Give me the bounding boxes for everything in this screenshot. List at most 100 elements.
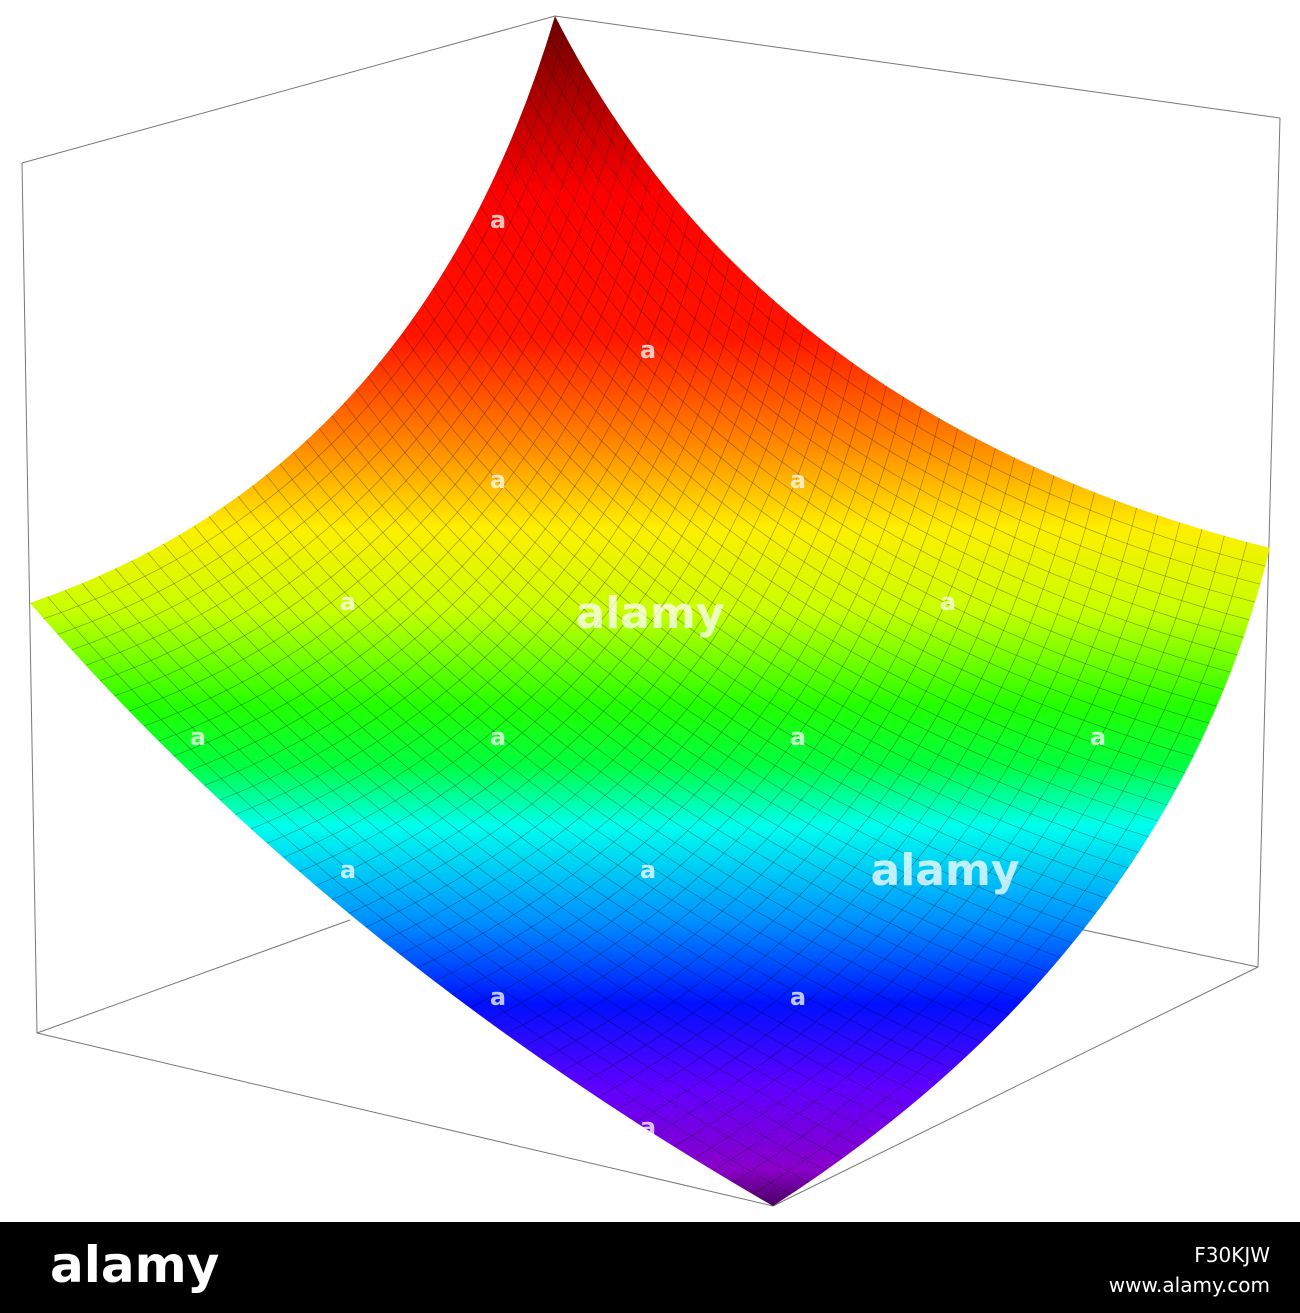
mesh-line xyxy=(163,543,908,1109)
mesh-line xyxy=(85,87,596,666)
mesh-line xyxy=(299,300,775,873)
mesh-line xyxy=(252,485,996,1029)
mesh-line xyxy=(57,52,575,635)
mesh-line xyxy=(412,318,1149,838)
mesh-line xyxy=(462,239,1194,757)
mesh-line xyxy=(541,457,1015,1060)
footer-bar xyxy=(0,1222,1300,1313)
mesh-line xyxy=(235,245,717,815)
watermark-mark: a xyxy=(640,856,656,884)
mesh-line xyxy=(115,568,860,1147)
mesh-line xyxy=(319,428,1061,959)
mesh-line xyxy=(178,534,924,1096)
mesh-line xyxy=(390,347,1129,869)
watermark-mark: a xyxy=(790,723,806,751)
watermark-mark: a xyxy=(1090,723,1106,751)
mesh-line xyxy=(208,516,954,1070)
mesh-line xyxy=(71,69,585,651)
mesh-line xyxy=(713,529,1203,1171)
mesh-line xyxy=(497,170,1224,690)
mesh-line xyxy=(204,215,690,786)
watermark-mark: a xyxy=(640,1113,656,1141)
mesh-line xyxy=(251,259,731,830)
image-id: F30KJW xyxy=(1194,1243,1270,1267)
mesh-line xyxy=(332,326,805,901)
watermarks: alamy alamy a a a a a a a a a a a a a a a xyxy=(190,206,1106,1141)
mesh-line xyxy=(99,104,606,682)
mesh-line xyxy=(173,185,665,757)
mesh-line xyxy=(674,515,1159,1147)
mesh-line xyxy=(471,222,1202,741)
mesh-line xyxy=(560,466,1035,1073)
mesh-line xyxy=(616,492,1095,1111)
mesh-line xyxy=(47,596,792,1195)
mesh-line xyxy=(128,137,629,712)
mesh-line xyxy=(654,507,1137,1135)
mesh-line xyxy=(223,506,968,1056)
watermark-mark: a xyxy=(340,588,356,616)
mesh-line xyxy=(283,286,760,858)
mesh-line xyxy=(513,133,1238,656)
mesh-line xyxy=(527,95,1250,621)
mesh-line xyxy=(348,338,821,914)
surface xyxy=(30,16,1270,1206)
watermark-logo: alamy xyxy=(576,588,725,639)
mesh-line xyxy=(469,418,940,1009)
mesh-line xyxy=(81,583,826,1171)
mesh-line xyxy=(237,496,982,1043)
mesh-line xyxy=(433,288,1168,806)
mesh-line xyxy=(367,375,1108,899)
mesh-line xyxy=(219,230,704,801)
footer-logo: alamy xyxy=(50,1236,219,1294)
watermark-mark: a xyxy=(490,206,506,234)
watermark-mark: a xyxy=(490,723,506,751)
mesh-line xyxy=(597,484,1075,1098)
watermark-mark: a xyxy=(640,336,656,364)
mesh-line xyxy=(752,541,1248,1195)
mesh-line xyxy=(443,272,1177,790)
mesh-line xyxy=(488,188,1217,707)
mesh-line xyxy=(732,535,1225,1183)
mesh-line xyxy=(452,256,1186,774)
mesh-line xyxy=(188,200,677,772)
mesh-line xyxy=(487,428,959,1022)
mesh-line xyxy=(635,500,1116,1123)
mesh-line xyxy=(480,205,1210,724)
mesh-line xyxy=(399,374,870,955)
footer-url: www.alamy.com xyxy=(1109,1273,1270,1297)
mesh-line xyxy=(147,552,892,1122)
mesh-line xyxy=(43,34,565,620)
mesh-line xyxy=(306,440,1049,973)
mesh-line xyxy=(293,452,1036,987)
mesh-line xyxy=(279,463,1023,1001)
mesh-line xyxy=(343,402,1085,929)
bounding-box xyxy=(21,15,1281,1207)
mesh-line xyxy=(193,525,939,1083)
mesh-line xyxy=(505,438,977,1035)
mesh-line xyxy=(541,56,1261,585)
mesh-line xyxy=(434,397,905,982)
mesh-line xyxy=(505,152,1231,673)
mesh-line xyxy=(548,36,1266,567)
mesh-line xyxy=(422,303,1159,822)
mesh-line xyxy=(131,560,876,1134)
mesh-line xyxy=(266,273,745,844)
mesh-line xyxy=(401,333,1139,853)
surface-mesh xyxy=(43,34,1266,1195)
mesh-line xyxy=(520,114,1244,638)
mesh-line xyxy=(693,522,1181,1159)
watermark-mark: a xyxy=(340,856,356,884)
mesh-line xyxy=(451,407,922,995)
mesh-line xyxy=(416,385,887,969)
mesh-line xyxy=(365,350,837,928)
mesh-line xyxy=(578,475,1055,1086)
watermark-logo: alamy xyxy=(871,845,1020,896)
mesh-line xyxy=(356,389,1096,914)
mesh-line xyxy=(98,575,843,1159)
mesh-line xyxy=(382,362,854,942)
watermark-mark: a xyxy=(790,983,806,1011)
mesh-line xyxy=(535,76,1256,603)
watermark-mark: a xyxy=(490,983,506,1011)
mesh-line xyxy=(331,415,1073,944)
